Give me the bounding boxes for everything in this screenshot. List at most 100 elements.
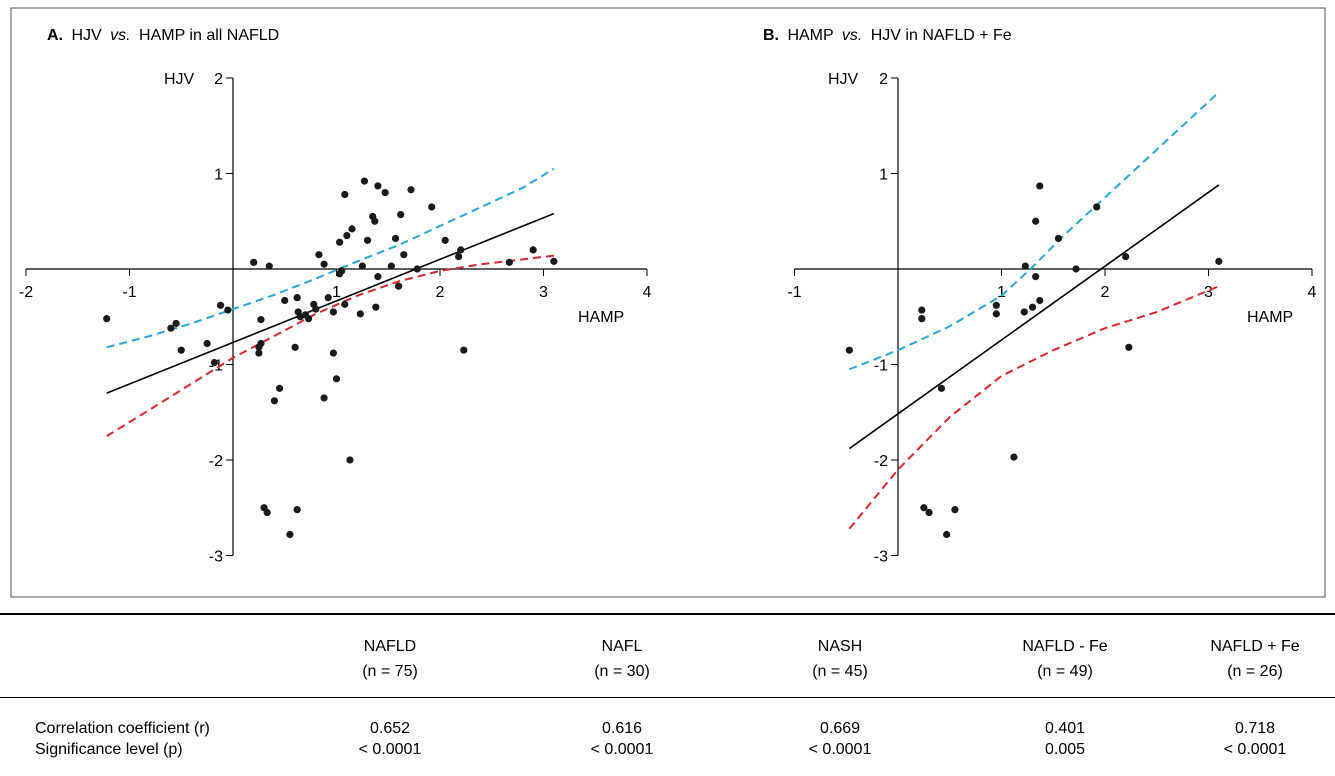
panel-a-data-point xyxy=(387,262,395,270)
panel-a-data-point xyxy=(216,301,225,309)
panel-a-data-point xyxy=(505,258,513,266)
col-header-n: (n = 45) xyxy=(812,663,868,680)
panel-a-data-point xyxy=(286,530,294,539)
panel-a-data-point xyxy=(172,319,180,328)
panel-a-regression-line xyxy=(106,212,555,394)
panel-b-x-tick-label: -1 xyxy=(787,284,801,301)
panel-a-data-point xyxy=(529,246,537,254)
table-cell: 0.616 xyxy=(601,720,643,737)
table-cell: 0.669 xyxy=(819,720,861,737)
panel-b-data-point xyxy=(918,315,926,323)
panel-a-data-point xyxy=(374,182,382,190)
panel-b-y-tick-label: -1 xyxy=(874,358,888,375)
panel-b: B. HAMP vs. HJV in NAFLD + Fe HJV HAMP -… xyxy=(763,27,1317,566)
panel-b-letter: B. xyxy=(763,27,779,44)
col-header-name: NAFLD - Fe xyxy=(1022,638,1108,655)
panel-b-y-tick-label: 2 xyxy=(879,71,888,88)
panel-b-ci-upper-line xyxy=(849,91,1220,371)
panel-a-x-tick-label: 4 xyxy=(643,284,652,301)
panel-a-data-point xyxy=(167,324,175,332)
panel-b-y-tick-label: 1 xyxy=(879,167,888,184)
panel-a-x-tick-label: 3 xyxy=(539,284,548,301)
panel-b-data-point xyxy=(845,346,853,354)
panel-a-marks: -2 -1 1 2 3 421-1-2-3 xyxy=(19,71,652,566)
panel-b-title-part1: HAMP xyxy=(787,27,833,44)
panel-a-data-point xyxy=(363,236,372,244)
table-cell: < 0.0001 xyxy=(590,741,654,758)
panel-a-data-point xyxy=(341,190,349,199)
panel-a-data-point xyxy=(332,375,341,383)
panel-a-x-tick-label: 2 xyxy=(436,284,445,301)
panel-a-data-point xyxy=(293,294,301,302)
panel-a-title-part2: HAMP in all NAFLD xyxy=(139,27,279,44)
panel-b-data-point xyxy=(943,530,951,539)
panel-a-data-point xyxy=(320,260,328,268)
panel-b-x-tick-label: 1 xyxy=(997,284,1006,301)
panel-b-data-point xyxy=(937,384,946,392)
panel-a-data-point xyxy=(346,456,354,464)
panel-b-data-point xyxy=(1122,252,1130,261)
panel-a-data-point xyxy=(460,346,468,354)
panel-a-data-point xyxy=(391,234,400,243)
panel-b-x-axis-label: HAMP xyxy=(1247,309,1293,326)
table-cell: < 0.0001 xyxy=(808,741,872,758)
panel-b-data-point xyxy=(951,506,959,514)
panel-b-data-point xyxy=(1010,453,1018,461)
panel-a-data-point xyxy=(360,177,369,185)
panel-b-data-point xyxy=(1020,308,1028,316)
panel-b-title-vs: vs. xyxy=(842,27,862,44)
panel-a-ci-upper-line xyxy=(106,167,555,349)
panel-b-data-point xyxy=(1021,262,1029,270)
panel-a-data-point xyxy=(413,265,421,273)
col-header-name: NASH xyxy=(817,638,863,655)
panel-a-data-point xyxy=(304,315,313,323)
panel-a-title-vs: vs. xyxy=(110,27,130,44)
panel-a-data-point xyxy=(291,343,299,351)
panel-b-y-tick-label: -3 xyxy=(874,549,888,566)
panel-b-data-point xyxy=(918,306,926,314)
panel-a-data-point xyxy=(428,203,436,211)
panel-b-data-point xyxy=(1093,203,1101,211)
figure-panels: A. HJV vs. HAMP in all NAFLD HJV HAMP -2… xyxy=(10,7,1326,598)
table-cell: 0.401 xyxy=(1044,720,1086,737)
panel-b-data-point xyxy=(1125,343,1133,351)
panel-a-data-point xyxy=(281,296,289,305)
panel-a-data-point xyxy=(265,262,273,270)
panel-a-ci-lower-line xyxy=(106,254,555,437)
panel-a-data-point xyxy=(407,186,415,194)
panel-a-data-point xyxy=(270,397,278,405)
panel-a-data-point xyxy=(343,231,351,240)
panel-a-x-tick-label: -2 xyxy=(19,284,33,301)
panel-a-y-tick-label: -2 xyxy=(209,453,223,470)
table-cell: 0.652 xyxy=(369,720,411,737)
panel-a-data-point xyxy=(312,305,320,313)
panel-a-data-point xyxy=(441,236,449,244)
panel-b-data-point xyxy=(992,301,1000,309)
col-header-n: (n = 26) xyxy=(1227,663,1283,680)
col-header-n: (n = 75) xyxy=(362,663,418,680)
panel-a-y-axis-label: HJV xyxy=(164,71,195,88)
panel-a-data-point xyxy=(293,506,301,514)
panel-a-data-point xyxy=(257,316,265,324)
table-header-rule xyxy=(0,697,1335,698)
panel-a-data-point xyxy=(457,246,465,254)
panel-b-y-axis-label: HJV xyxy=(828,71,859,88)
panel-a-data-point xyxy=(338,267,346,275)
figure-frame xyxy=(10,7,1326,598)
panel-a-data-point xyxy=(329,308,337,316)
col-header-n: (n = 49) xyxy=(1037,663,1093,680)
panel-a-data-point xyxy=(177,346,185,354)
panel-b-regression-line xyxy=(848,184,1220,450)
panel-b-data-point xyxy=(1036,182,1044,190)
panel-a-data-point xyxy=(395,282,403,290)
panel-a-data-point xyxy=(203,339,211,348)
panel-a-data-point xyxy=(374,273,382,281)
panel-a-data-point xyxy=(329,349,337,357)
panel-b-title-part2: HJV in NAFLD + Fe xyxy=(871,27,1012,44)
panel-a-data-point xyxy=(315,251,323,259)
panel-b-x-tick-label: 2 xyxy=(1101,284,1110,301)
col-header-name: NAFLD xyxy=(363,638,417,655)
panel-a-data-point xyxy=(324,294,332,302)
panel-a-data-point xyxy=(250,258,258,266)
